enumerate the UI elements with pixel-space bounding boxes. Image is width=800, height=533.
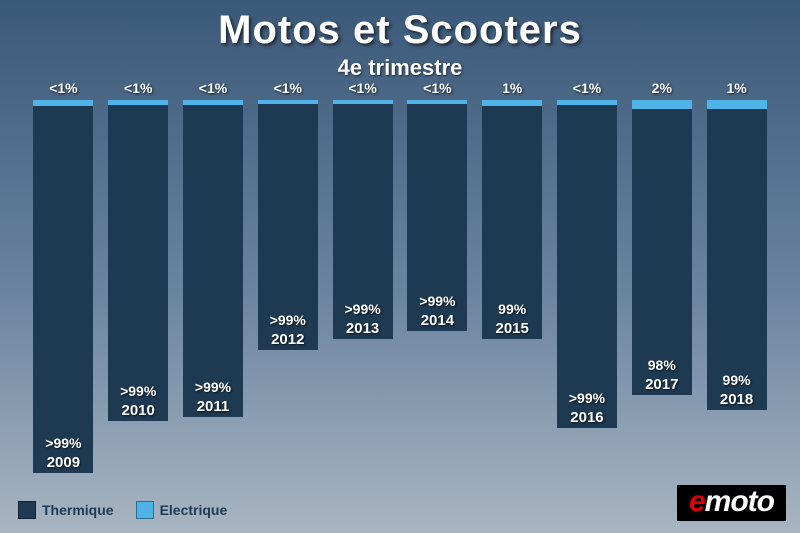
bar-year-label: 2013 [333,320,393,337]
bar-group: 1% 99% 2018 [703,100,770,473]
bar-segment-thermique: >99% 2011 [183,105,243,417]
bar: <1%>99%2013 [333,100,393,339]
bar-label-thermique: >99% [407,293,467,309]
bar-label-thermique: >99% [183,379,243,395]
bar-year-label: 2016 [557,409,617,426]
bar-segment-thermique: >99% 2010 [108,105,168,421]
bar-label-electrique: <1% [33,80,93,96]
bar-year-label: 2018 [707,391,767,408]
bar-label-thermique: 98% [632,357,692,373]
bar-chart: <1%>99%2009<1%>99%2010<1%>99%2011<1%>99%… [30,100,770,473]
bar-label-thermique: >99% [33,435,93,451]
bar: <1%>99%2009 [33,100,93,473]
bar-label-electrique: <1% [557,80,617,96]
chart-title: Motos et Scooters [0,0,800,53]
bar-group: <1%>99%2009 [30,100,97,473]
bar-label-thermique: >99% [258,312,318,328]
bar: 2% 98% 2017 [632,100,692,395]
legend-item-electrique: Electrique [136,501,228,519]
bar-segment-thermique: >99% 2016 [557,105,617,428]
bar: <1%>99%2016 [557,100,617,428]
bar-label-electrique: <1% [258,80,318,96]
bar-label-thermique: >99% [333,301,393,317]
bar: 1% 99% 2018 [707,100,767,410]
bar-group: <1%>99%2014 [404,100,471,473]
bar-label-electrique: <1% [407,80,467,96]
legend-label: Thermique [42,502,114,518]
chart-subtitle: 4e trimestre [0,55,800,81]
legend: Thermique Electrique [18,501,227,519]
bar-year-label: 2014 [407,312,467,329]
bar-segment-thermique: 98% 2017 [632,109,692,394]
bar-label-electrique: 2% [632,80,692,96]
legend-item-thermique: Thermique [18,501,114,519]
bar-group: 2% 98% 2017 [628,100,695,473]
legend-swatch-thermique [18,501,36,519]
bar-group: <1%>99%2012 [254,100,321,473]
legend-swatch-electrique [136,501,154,519]
bar-year-label: 2017 [632,376,692,393]
bar-group: 1%99%2015 [479,100,546,473]
bar-year-label: 2009 [33,454,93,471]
bar-segment-thermique: >99% 2012 [258,104,318,350]
bar-group: <1%>99%2010 [105,100,172,473]
bar-segment-electrique: 2% [632,100,692,109]
logo-prefix: e [689,485,705,518]
bar: <1%>99%2010 [108,100,168,421]
bar-year-label: 2011 [183,398,243,415]
bar: <1%>99%2012 [258,100,318,350]
legend-label: Electrique [160,502,228,518]
logo-suffix: moto [705,485,774,518]
bar-label-thermique: 99% [482,301,542,317]
bar-label-thermique: >99% [108,383,168,399]
logo-emoto: emoto [677,485,786,522]
bar-segment-thermique: 99% 2018 [707,109,767,410]
bar-group: <1%>99%2013 [329,100,396,473]
bar-group: <1%>99%2016 [554,100,621,473]
bar-year-label: 2010 [108,402,168,419]
bar-year-label: 2015 [482,320,542,337]
bar-segment-thermique: >99% 2014 [407,104,467,331]
bar-segment-electrique: 1% [707,100,767,109]
bar-segment-thermique: >99% 2013 [333,104,393,339]
bar-group: <1%>99%2011 [180,100,247,473]
bar-label-electrique: <1% [333,80,393,96]
bar-label-thermique: >99% [557,390,617,406]
bar-segment-thermique: >99% 2009 [33,106,93,473]
bar-label-electrique: <1% [183,80,243,96]
bar: 1%99%2015 [482,100,542,339]
bar-label-electrique: <1% [108,80,168,96]
bar-label-electrique: 1% [707,80,767,96]
bar: <1%>99%2011 [183,100,243,417]
bar: <1%>99%2014 [407,100,467,331]
bar-segment-thermique: 99% 2015 [482,106,542,339]
bar-label-thermique: 99% [707,372,767,388]
bar-label-electrique: 1% [482,80,542,96]
bar-year-label: 2012 [258,331,318,348]
